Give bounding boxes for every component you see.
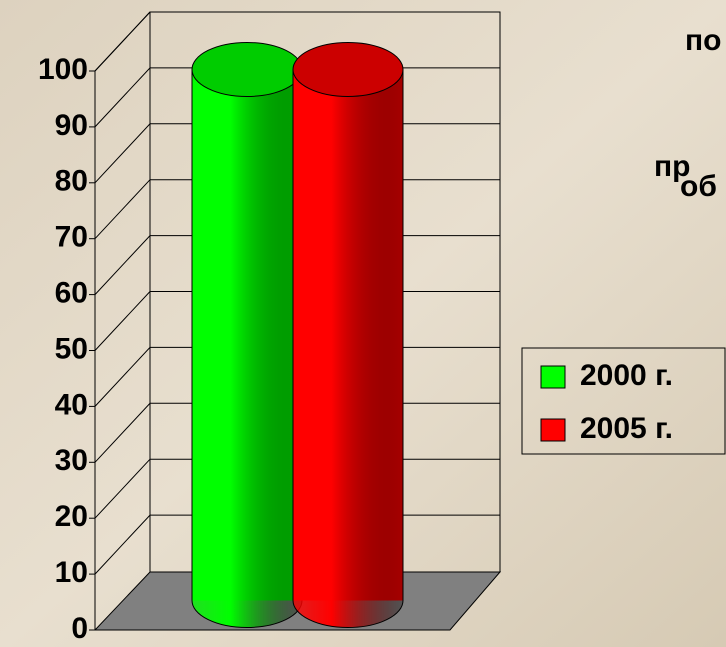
y-tick-label: 90 xyxy=(55,109,88,142)
y-tick-label: 100 xyxy=(38,53,88,86)
cylinder-top-shade xyxy=(293,42,403,97)
side-text: пр xyxy=(654,150,690,183)
cylinder xyxy=(292,41,404,628)
legend-label: 2000 г. xyxy=(580,359,673,392)
y-tick-label: 40 xyxy=(55,388,88,421)
legend-swatch xyxy=(540,418,566,442)
y-tick-label: 30 xyxy=(55,444,88,477)
cylinder xyxy=(191,41,303,628)
cylinder-body xyxy=(191,68,303,628)
cylinder-top-shade xyxy=(192,42,302,97)
legend-swatch xyxy=(540,365,566,389)
cylinder-top xyxy=(292,41,404,97)
side-text: об xyxy=(680,170,717,203)
side-text: по xyxy=(685,24,721,57)
y-tick-label: 60 xyxy=(55,277,88,310)
y-tick-label: 70 xyxy=(55,221,88,254)
y-tick-label: 50 xyxy=(55,332,88,365)
legend-box xyxy=(521,347,726,455)
y-tick-label: 20 xyxy=(55,500,88,533)
y-tick-label: 80 xyxy=(55,165,88,198)
legend-label: 2005 г. xyxy=(580,412,673,445)
cylinder-body xyxy=(292,68,404,628)
grid-line xyxy=(94,11,500,72)
y-tick-label: 10 xyxy=(55,556,88,589)
y-tick-label: 0 xyxy=(71,612,88,645)
